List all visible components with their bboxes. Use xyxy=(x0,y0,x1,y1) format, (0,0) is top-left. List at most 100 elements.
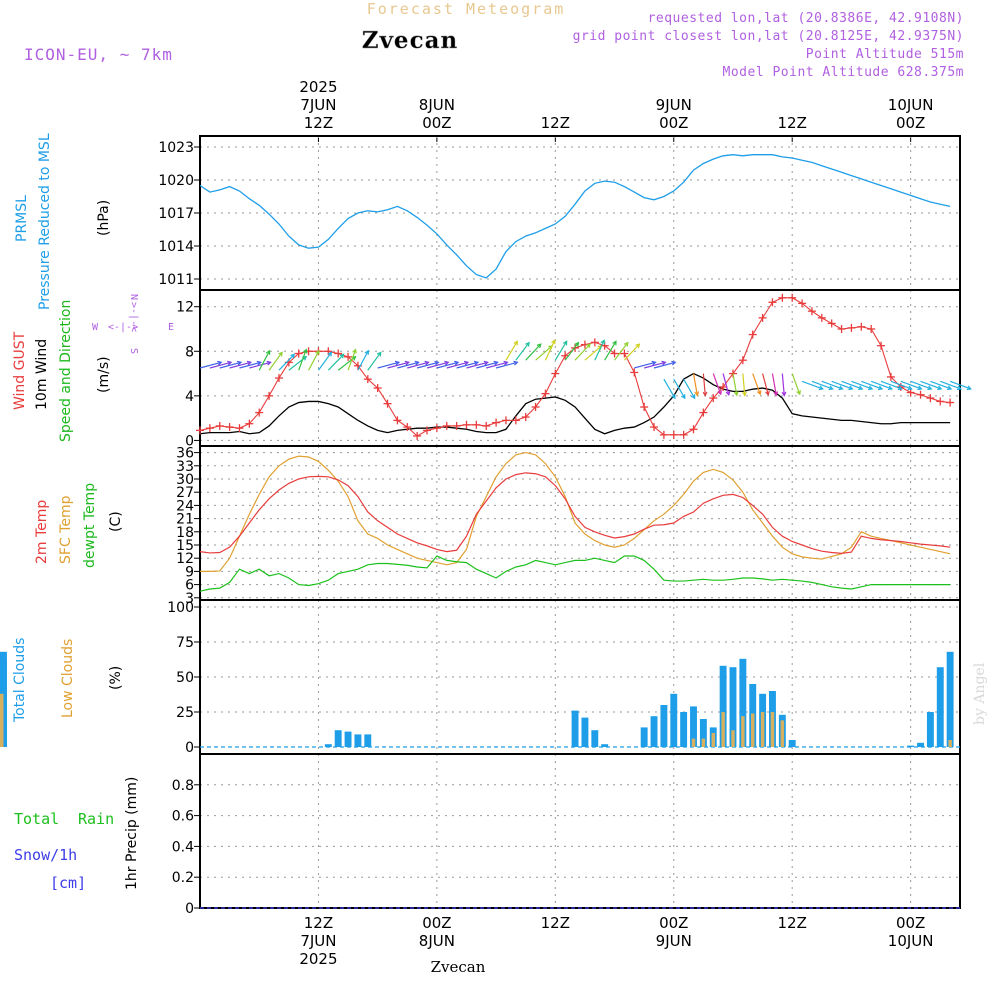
low-cloud-bar xyxy=(741,716,745,747)
wind-arrow xyxy=(219,361,242,369)
wind-arrow-head xyxy=(503,360,509,366)
compass-w: W xyxy=(92,322,99,333)
wind-arrow xyxy=(446,361,469,369)
wind-arrow-head xyxy=(364,349,369,355)
wind-arrow-head xyxy=(278,351,283,357)
wind-arrow-head xyxy=(302,348,308,354)
wind-arrow xyxy=(692,373,698,396)
total-cloud-bar xyxy=(926,712,934,747)
total-cloud-bar xyxy=(640,727,648,747)
wind-arrow xyxy=(880,380,902,390)
low-clouds-label: Low Clouds xyxy=(60,639,76,718)
point-altitude: Point Altitude 515m xyxy=(806,47,964,62)
gust-marker xyxy=(590,338,599,347)
gust-marker xyxy=(877,341,886,350)
location-title: Zvecan xyxy=(362,27,458,54)
wind-arrow-head xyxy=(651,360,657,366)
wind-unit: (m/s) xyxy=(96,356,112,393)
wind-arrow xyxy=(199,361,222,369)
bottom-time-label: 10JUN xyxy=(888,932,934,950)
wind-arrow xyxy=(811,380,833,390)
total-cloud-bar xyxy=(581,717,589,747)
total-clouds-label: Total Clouds xyxy=(12,638,28,723)
top-time-label: 8JUN xyxy=(419,96,455,114)
wind-arrow-head xyxy=(266,360,272,366)
wind-arrow xyxy=(791,373,801,395)
gust-marker xyxy=(393,416,402,425)
total-cloud-bar xyxy=(571,710,579,747)
gust-marker xyxy=(650,423,659,432)
wind-arrow xyxy=(584,345,602,361)
wind-arrow xyxy=(249,361,271,369)
low-cloud-bar xyxy=(948,740,952,747)
compass-rose: W E <-|-> N S >-|-< xyxy=(92,294,174,354)
wind-arrow-head xyxy=(551,339,556,345)
wind-arrow xyxy=(614,342,629,361)
wind-arrow-head xyxy=(702,391,708,397)
compass-arrows-v: >-|-< xyxy=(128,302,139,332)
gust-marker xyxy=(758,313,767,322)
rain-label: Rain xyxy=(78,810,114,828)
wind-arrow xyxy=(278,353,295,371)
gust-marker xyxy=(916,390,925,399)
low-cloud-bar xyxy=(721,712,725,747)
gust-marker xyxy=(620,349,629,358)
gust-marker xyxy=(709,394,718,403)
sfc-temp-line xyxy=(200,451,951,573)
wind-arrow xyxy=(337,356,356,371)
wind-arrow-head xyxy=(376,351,382,357)
total-label: Total xyxy=(14,810,59,828)
panel-clouds: 0 25 50 75 100 xyxy=(167,599,961,756)
wind-arrow xyxy=(702,373,706,396)
gust-marker xyxy=(768,298,777,307)
temp-labels: 2m Temp SFC Temp dewpt Temp (C) xyxy=(34,483,124,568)
bottom-time-label: 12Z xyxy=(304,914,333,932)
wind-arrow-head xyxy=(742,391,747,397)
gust-marker xyxy=(452,421,461,430)
wind-label: 10m Wind xyxy=(34,339,50,410)
panels: 1011101410171020102304812369121518212427… xyxy=(158,135,961,917)
wind-arrow-head xyxy=(828,385,834,391)
wind-arrow-head xyxy=(858,385,864,391)
gust-marker xyxy=(610,349,619,358)
gust-marker xyxy=(403,423,412,432)
wind-arrow-head xyxy=(434,360,440,366)
wind-arrow xyxy=(456,361,479,369)
wind-arrow xyxy=(554,341,568,361)
pressure-label-long: Pressure Reduced to MSL xyxy=(37,133,53,310)
wind-arrow xyxy=(910,380,932,390)
gust-marker xyxy=(906,388,915,397)
total-cloud-bar xyxy=(788,740,796,747)
low-cloud-bar xyxy=(751,713,755,747)
snow-unit: [cm] xyxy=(50,874,86,892)
gust-marker xyxy=(886,372,895,381)
wind-arrow-head xyxy=(907,385,913,391)
tick-label: 6 xyxy=(185,578,194,594)
wind-arrow-head xyxy=(290,353,296,359)
tick-label: 4 xyxy=(185,389,194,405)
gust-marker xyxy=(669,430,678,439)
wind-arrow xyxy=(890,380,912,390)
low-cloud-bar xyxy=(731,730,735,747)
wind-arrow-head xyxy=(236,360,243,366)
wind-arrow-head xyxy=(265,349,271,355)
gust-marker xyxy=(946,398,955,407)
wind-arrow xyxy=(732,373,738,396)
tick-label: 8 xyxy=(185,344,194,360)
gust-marker xyxy=(778,293,787,302)
tick-label: 50 xyxy=(176,670,194,686)
tick-label: 0 xyxy=(185,740,194,756)
gust-marker xyxy=(482,421,491,430)
wind-arrow xyxy=(209,361,232,369)
wind-arrow-head xyxy=(424,360,430,366)
tick-label: 0.4 xyxy=(172,839,194,855)
requested-coords: requested lon,lat (20.8386E, 42.9108N) xyxy=(648,11,964,26)
wind-arrow-head xyxy=(246,360,253,366)
wind-arrow xyxy=(762,373,769,395)
low-cloud-bar xyxy=(760,712,765,747)
gust-marker xyxy=(334,349,343,358)
wind-arrow-head xyxy=(838,385,844,391)
gust-marker xyxy=(344,352,353,361)
